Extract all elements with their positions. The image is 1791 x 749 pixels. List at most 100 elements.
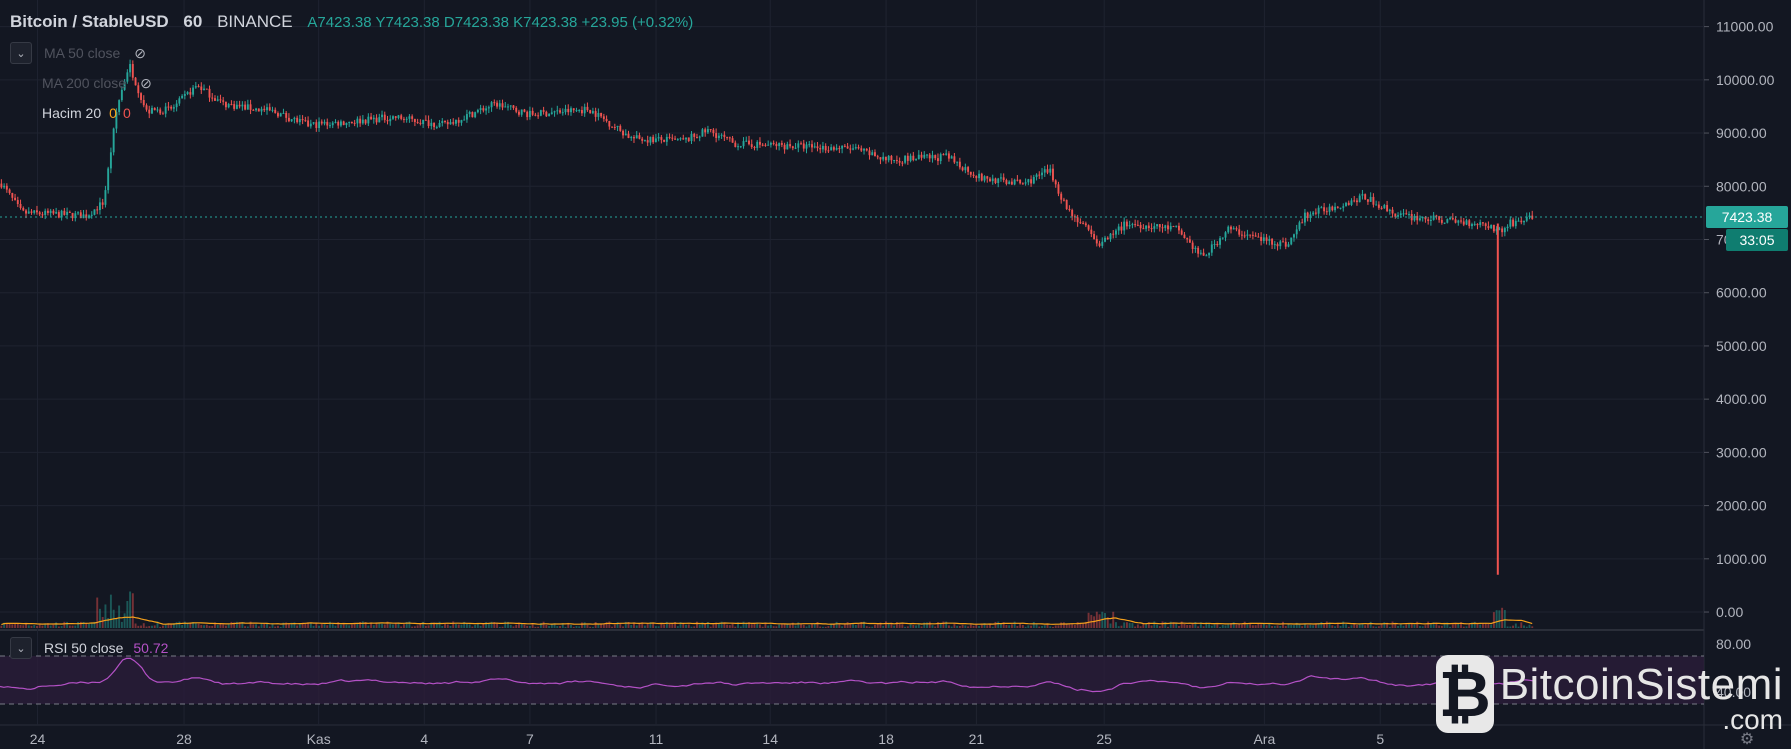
volume-bar <box>167 623 170 628</box>
volume-bar <box>96 597 99 628</box>
candle-body <box>947 153 950 159</box>
candle-body <box>1191 242 1194 250</box>
symbol-name[interactable]: Bitcoin / StableUSD <box>10 12 169 31</box>
candle-body <box>123 81 126 90</box>
candle-body <box>1523 220 1525 223</box>
candle-body <box>1293 234 1295 238</box>
candle-body <box>641 138 644 141</box>
candle-body <box>1364 194 1367 200</box>
candle-body <box>890 155 893 161</box>
candle-body <box>1156 224 1159 227</box>
volume-bar <box>739 626 742 628</box>
volume-bar <box>1509 626 1512 628</box>
candle-body <box>739 146 742 148</box>
watermark-domain: .com <box>1722 704 1783 735</box>
volume-bar <box>1325 621 1328 628</box>
chevron-down-icon[interactable]: ⌄ <box>10 42 32 64</box>
eye-slash-icon[interactable]: ⊘ <box>134 44 146 61</box>
volume-bar <box>63 621 66 628</box>
candle-body <box>687 137 690 141</box>
candle-body <box>676 139 679 141</box>
candle-body <box>643 140 646 142</box>
volume-bar <box>435 622 438 628</box>
time-tick-label: 18 <box>878 731 894 747</box>
volume-bar <box>1429 624 1432 628</box>
volume-bar <box>1408 623 1410 628</box>
volume-bar <box>329 621 331 628</box>
candle-body <box>381 114 383 118</box>
volume-bar <box>969 623 972 628</box>
volume-bar <box>1356 624 1358 628</box>
legend-ma50[interactable]: ⌄ MA 50 close ⊘ <box>10 42 146 64</box>
candle-body <box>874 152 876 157</box>
volume-bar <box>260 622 263 628</box>
candle-body <box>1150 228 1153 230</box>
candle-body <box>38 212 41 215</box>
candle-body <box>318 121 321 128</box>
candle-body <box>1186 238 1189 240</box>
volume-bar <box>30 625 33 628</box>
candle-body <box>1169 226 1172 230</box>
time-tick-label: 7 <box>526 731 534 747</box>
candle-body <box>769 142 772 145</box>
gear-icon[interactable]: ⚙ <box>1740 731 1754 748</box>
candle-body <box>1303 212 1306 223</box>
volume-bar <box>964 625 967 628</box>
volume-bar <box>764 622 767 628</box>
volume-bar <box>821 626 824 628</box>
candle-body <box>1476 223 1479 226</box>
candle-body <box>107 168 110 191</box>
volume-bar <box>8 623 11 628</box>
volume-bar <box>950 626 953 628</box>
candle-body <box>989 178 991 182</box>
candle-body <box>378 117 381 123</box>
eye-slash-icon[interactable]: ⊘ <box>140 74 152 91</box>
volume-bar <box>1210 625 1213 628</box>
volume-bar <box>41 625 44 628</box>
volume-bar <box>753 622 756 628</box>
volume-bar <box>947 625 950 628</box>
volume-bar <box>928 621 931 628</box>
candle-body <box>1520 220 1523 223</box>
chevron-down-icon[interactable]: ⌄ <box>10 637 32 659</box>
candle-body <box>978 173 980 179</box>
volume-bar <box>266 622 268 628</box>
legend-volume[interactable]: Hacim 20 0 0 <box>10 102 131 124</box>
volume-bar <box>1314 623 1317 628</box>
volume-bar <box>474 624 477 628</box>
candle-body <box>690 133 693 141</box>
candle-body <box>1167 225 1169 230</box>
candle-body <box>175 103 178 108</box>
volume-bar <box>706 622 709 628</box>
interval[interactable]: 60 <box>183 12 203 31</box>
candle-body <box>1142 228 1145 230</box>
candle-body <box>219 99 222 101</box>
volume-bar <box>345 624 348 628</box>
volume-bar <box>463 621 466 628</box>
volume-bar <box>1276 625 1279 628</box>
candle-body <box>77 212 80 214</box>
volume-bar <box>337 622 340 628</box>
volume-bar <box>235 621 238 628</box>
candle-body <box>1172 226 1175 228</box>
price-badge: 7423.38 <box>1722 209 1773 225</box>
legend-ma200[interactable]: MA 200 close ⊘ <box>10 72 152 94</box>
volume-bar <box>1208 623 1211 628</box>
volume-bar <box>496 622 499 628</box>
price-tick-label: 8000.00 <box>1716 178 1767 194</box>
countdown-badge-bg <box>1726 228 1788 251</box>
volume-bar <box>715 622 718 628</box>
volume-bar <box>140 625 142 628</box>
candle-body <box>512 105 515 108</box>
candle-body <box>49 210 52 213</box>
volume-bar <box>605 622 608 628</box>
legend-rsi[interactable]: ⌄ RSI 50 close 50.72 <box>10 637 168 659</box>
candle-body <box>758 141 761 145</box>
volume-bar <box>107 618 110 628</box>
candle-body <box>638 135 641 139</box>
candle-body <box>926 154 928 156</box>
candle-body <box>791 146 794 149</box>
volume-bar <box>685 624 687 628</box>
volume-bar <box>1139 626 1142 628</box>
